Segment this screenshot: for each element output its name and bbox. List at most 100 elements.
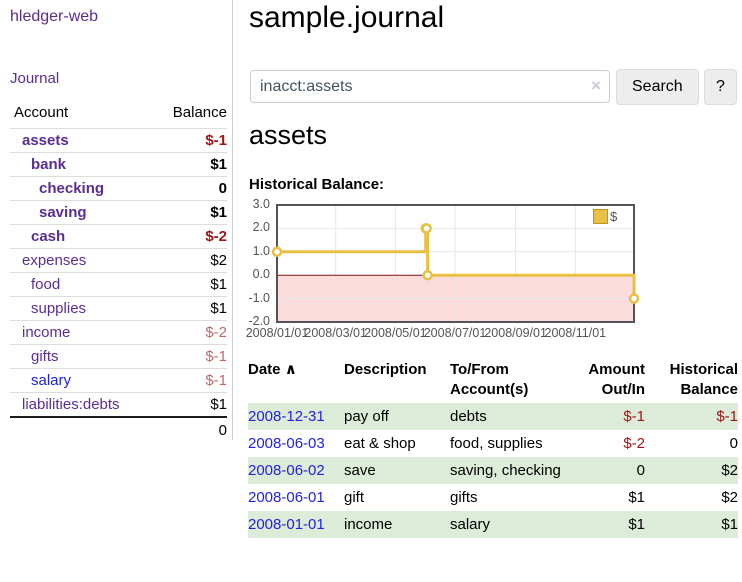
y-tick-label: 2.0	[252, 220, 270, 235]
transaction-amount-cell: $1	[628, 489, 645, 506]
account-balance: $1	[155, 152, 227, 177]
account-link[interactable]: bank	[31, 156, 67, 173]
account-link[interactable]: salary	[31, 372, 72, 389]
y-tick-label: 1.0	[252, 243, 270, 258]
account-row: bank $1	[10, 152, 227, 177]
y-tick-label: 3.0	[252, 197, 270, 211]
transaction-accounts-cell: food, supplies	[450, 435, 543, 452]
account-row: income $-2	[10, 320, 227, 345]
transaction-row: 2008-06-02 save saving, checking 0 $2	[248, 457, 738, 484]
transaction-date-link[interactable]: 2008-06-03	[248, 435, 325, 452]
data-point-marker	[422, 269, 433, 281]
transaction-balance-cell: $1	[721, 516, 738, 533]
account-balance: $1	[155, 200, 227, 225]
account-balance: $-1	[155, 344, 227, 369]
accounts-table-body: assets $-1 bank $1 checking 0 saving $1 cash $-2 e…	[10, 128, 227, 417]
data-point-marker	[628, 293, 640, 304]
account-link[interactable]: liabilities:debts	[22, 396, 120, 413]
legend-label: $	[610, 209, 618, 224]
x-tick-label: 2008/01/01	[245, 326, 309, 340]
account-balance: $2	[155, 248, 227, 273]
account-row: food $1	[10, 272, 227, 297]
account-balance: $1	[155, 296, 227, 321]
legend-swatch-icon	[593, 209, 608, 224]
help-button[interactable]: ?	[704, 69, 737, 105]
transaction-description-cell: gift	[344, 489, 365, 506]
transaction-date-link[interactable]: 2008-06-02	[248, 462, 325, 479]
account-heading: assets	[249, 120, 328, 150]
account-balance: $1	[155, 272, 227, 297]
account-link[interactable]: checking	[39, 180, 105, 197]
data-point-marker	[421, 223, 432, 234]
transaction-date-cell: 2008-06-02	[248, 457, 344, 484]
register-table: Date ∧ Description To/From Account(s) Am…	[248, 357, 738, 538]
transaction-description-cell: income	[344, 516, 393, 533]
register-header-balance: Historical Balance	[669, 361, 738, 398]
chart-title: Historical Balance:	[249, 176, 385, 193]
account-link[interactable]: gifts	[31, 348, 59, 365]
transaction-accounts-cell: gifts	[450, 489, 478, 506]
transaction-amount-cell: $-1	[623, 408, 645, 425]
chart-legend: $	[593, 209, 617, 224]
y-tick-label: -1.0	[248, 290, 270, 305]
search-button[interactable]: Search	[616, 69, 699, 105]
account-balance: $-2	[155, 224, 227, 249]
account-row: gifts $-1	[10, 344, 227, 369]
account-link[interactable]: supplies	[31, 300, 87, 317]
account-balance: $1	[155, 392, 227, 417]
transaction-balance-cell: $-1	[716, 408, 738, 425]
account-row: salary $-1	[10, 368, 227, 393]
search-box: ×	[250, 70, 610, 103]
register-header-accounts: To/From Account(s)	[450, 361, 529, 398]
account-link[interactable]: income	[22, 324, 71, 341]
x-tick-label: 2008/03/01	[304, 326, 367, 340]
account-row: liabilities:debts $1	[10, 392, 227, 417]
register-table-body: 2008-12-31 pay off debts $-1 $-1 2008-06-03 ea…	[248, 403, 738, 538]
transaction-amount-cell: 0	[636, 462, 645, 479]
transaction-balance-cell: 0	[729, 435, 738, 452]
sidebar: hledger-web Journal Account Balance asse…	[0, 0, 233, 443]
clear-search-icon[interactable]: ×	[591, 76, 601, 95]
transaction-accounts-cell: saving, checking	[450, 462, 561, 479]
account-balance: 0	[155, 176, 227, 201]
transaction-amount-cell: $-2	[623, 435, 645, 452]
account-link[interactable]: food	[31, 276, 61, 293]
accounts-header-row: Account Balance	[10, 100, 227, 129]
account-row: cash $-2	[10, 224, 227, 249]
transaction-row: 2008-12-31 pay off debts $-1 $-1	[248, 403, 738, 430]
transaction-description-cell: pay off	[344, 408, 389, 425]
register-header-amount: Amount Out/In	[588, 361, 645, 398]
transaction-accounts-cell: debts	[450, 408, 487, 425]
transaction-date-link[interactable]: 2008-12-31	[248, 408, 325, 425]
transaction-date-cell: 2008-06-01	[248, 484, 344, 511]
sort-ascending-icon: ∧	[284, 361, 297, 378]
account-row: supplies $1	[10, 296, 227, 321]
register-header-date-label: Date	[248, 361, 281, 378]
account-link[interactable]: cash	[31, 228, 66, 245]
account-row: saving $1	[10, 200, 227, 225]
register-header-date[interactable]: Date ∧	[248, 357, 344, 403]
transaction-balance-cell: $2	[721, 489, 738, 506]
search-input[interactable]	[250, 70, 610, 103]
transaction-row: 2008-01-01 income salary $1 $1	[248, 511, 738, 538]
accounts-total-value: 0	[155, 416, 227, 443]
x-tick-label: 2008/07/01	[423, 326, 487, 340]
account-link[interactable]: assets	[22, 132, 69, 149]
transaction-description-cell: eat & shop	[344, 435, 416, 452]
account-link[interactable]: saving	[39, 204, 87, 221]
transaction-date-link[interactable]: 2008-01-01	[248, 516, 325, 533]
transaction-amount-cell: $1	[628, 516, 645, 533]
account-link[interactable]: expenses	[22, 252, 87, 269]
y-tick-label: -2.0	[248, 314, 270, 328]
x-tick-label: 2008/11/01	[544, 326, 607, 340]
historical-balance-chart[interactable]	[271, 204, 640, 323]
transaction-description-cell: save	[344, 462, 376, 479]
app-title-link[interactable]: hledger-web	[10, 8, 99, 25]
transaction-date-link[interactable]: 2008-06-01	[248, 489, 325, 506]
register-header-description: Description	[344, 361, 427, 378]
sidebar-item-journal[interactable]: Journal	[10, 70, 60, 87]
y-tick-label: 0.0	[252, 267, 270, 282]
transaction-accounts-cell: salary	[450, 516, 491, 533]
account-row: assets $-1	[10, 128, 227, 153]
transaction-date-cell: 2008-01-01	[248, 511, 344, 538]
